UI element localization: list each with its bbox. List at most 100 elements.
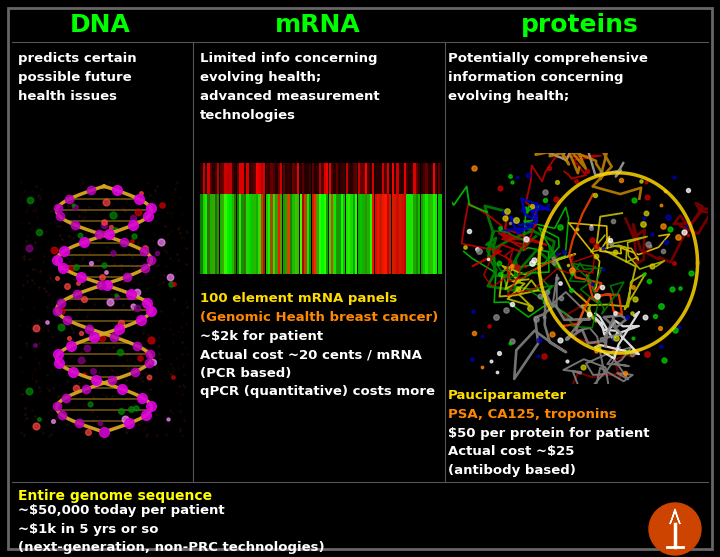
Text: ~$2k for patient
Actual cost ~20 cents / mRNA
(PCR based)
qPCR (quantitative) co: ~$2k for patient Actual cost ~20 cents /… bbox=[200, 330, 435, 398]
Bar bbox=[307, 194, 309, 274]
Bar bbox=[387, 163, 389, 194]
Bar bbox=[290, 163, 292, 194]
Bar bbox=[358, 163, 360, 194]
Bar bbox=[333, 163, 336, 194]
Text: Entire genome sequence: Entire genome sequence bbox=[18, 489, 212, 503]
Bar bbox=[227, 194, 229, 274]
Bar bbox=[341, 194, 343, 274]
Bar bbox=[343, 194, 346, 274]
Bar bbox=[258, 194, 261, 274]
Bar bbox=[336, 194, 338, 274]
Bar bbox=[200, 194, 202, 274]
Bar bbox=[200, 163, 202, 194]
Bar bbox=[287, 163, 289, 194]
Bar bbox=[212, 194, 215, 274]
Bar bbox=[399, 163, 401, 194]
Bar bbox=[397, 163, 399, 194]
Bar bbox=[215, 194, 217, 274]
Bar bbox=[317, 194, 319, 274]
Text: $50 per protein for patient
Actual cost ~$25
(antibody based): $50 per protein for patient Actual cost … bbox=[448, 427, 649, 477]
Bar bbox=[362, 163, 365, 194]
Bar bbox=[404, 194, 406, 274]
Bar bbox=[358, 194, 360, 274]
Bar bbox=[312, 194, 314, 274]
Bar bbox=[423, 163, 426, 194]
Bar bbox=[258, 163, 261, 194]
Bar bbox=[415, 194, 418, 274]
Text: PSA, CA125, troponins: PSA, CA125, troponins bbox=[448, 408, 617, 421]
Bar bbox=[314, 194, 316, 274]
Bar bbox=[241, 194, 243, 274]
Bar bbox=[406, 194, 408, 274]
Bar bbox=[261, 163, 263, 194]
Bar bbox=[264, 194, 266, 274]
Bar bbox=[401, 194, 403, 274]
Bar bbox=[215, 163, 217, 194]
Bar bbox=[418, 163, 420, 194]
Bar bbox=[362, 194, 365, 274]
Bar bbox=[331, 194, 333, 274]
Bar bbox=[384, 163, 387, 194]
Bar bbox=[305, 194, 307, 274]
Bar bbox=[377, 194, 379, 274]
Bar bbox=[256, 194, 258, 274]
Bar bbox=[353, 194, 355, 274]
Bar bbox=[418, 194, 420, 274]
Bar bbox=[333, 194, 336, 274]
Bar bbox=[285, 163, 287, 194]
Bar bbox=[338, 194, 341, 274]
Bar bbox=[346, 194, 348, 274]
Bar bbox=[431, 194, 433, 274]
Bar bbox=[406, 163, 408, 194]
Bar bbox=[273, 163, 275, 194]
Bar bbox=[253, 163, 256, 194]
Bar bbox=[408, 163, 411, 194]
Bar bbox=[220, 194, 222, 274]
Text: ~$50,000 today per patient
~$1k in 5 yrs or so
(next-generation, non-PRC technol: ~$50,000 today per patient ~$1k in 5 yrs… bbox=[18, 504, 325, 554]
Bar bbox=[246, 163, 248, 194]
Bar bbox=[389, 194, 392, 274]
Bar bbox=[343, 163, 346, 194]
Bar bbox=[290, 194, 292, 274]
Bar bbox=[205, 194, 207, 274]
Bar bbox=[222, 194, 225, 274]
Bar bbox=[415, 163, 418, 194]
Bar bbox=[411, 194, 413, 274]
Bar bbox=[341, 163, 343, 194]
Bar bbox=[280, 163, 282, 194]
Bar bbox=[271, 194, 273, 274]
Bar bbox=[435, 163, 438, 194]
Bar bbox=[392, 194, 394, 274]
Bar bbox=[256, 163, 258, 194]
Bar bbox=[384, 194, 387, 274]
Bar bbox=[217, 163, 220, 194]
Bar bbox=[382, 163, 384, 194]
Bar bbox=[338, 163, 341, 194]
Bar bbox=[353, 163, 355, 194]
Bar bbox=[351, 194, 353, 274]
Bar bbox=[319, 163, 321, 194]
Bar bbox=[268, 194, 270, 274]
Bar bbox=[360, 163, 362, 194]
Ellipse shape bbox=[649, 503, 701, 555]
Bar bbox=[278, 163, 280, 194]
Bar bbox=[225, 194, 227, 274]
Bar bbox=[239, 194, 241, 274]
Bar bbox=[387, 194, 389, 274]
Bar bbox=[351, 163, 353, 194]
Bar bbox=[379, 163, 382, 194]
Bar bbox=[370, 163, 372, 194]
Text: proteins: proteins bbox=[521, 13, 639, 37]
Bar bbox=[300, 194, 302, 274]
Bar bbox=[248, 163, 251, 194]
Bar bbox=[202, 163, 205, 194]
Bar bbox=[312, 163, 314, 194]
Bar bbox=[220, 163, 222, 194]
Bar bbox=[336, 163, 338, 194]
Bar bbox=[244, 163, 246, 194]
Bar bbox=[261, 194, 263, 274]
Bar bbox=[229, 194, 232, 274]
Bar bbox=[348, 163, 350, 194]
Bar bbox=[324, 163, 326, 194]
Bar bbox=[401, 163, 403, 194]
